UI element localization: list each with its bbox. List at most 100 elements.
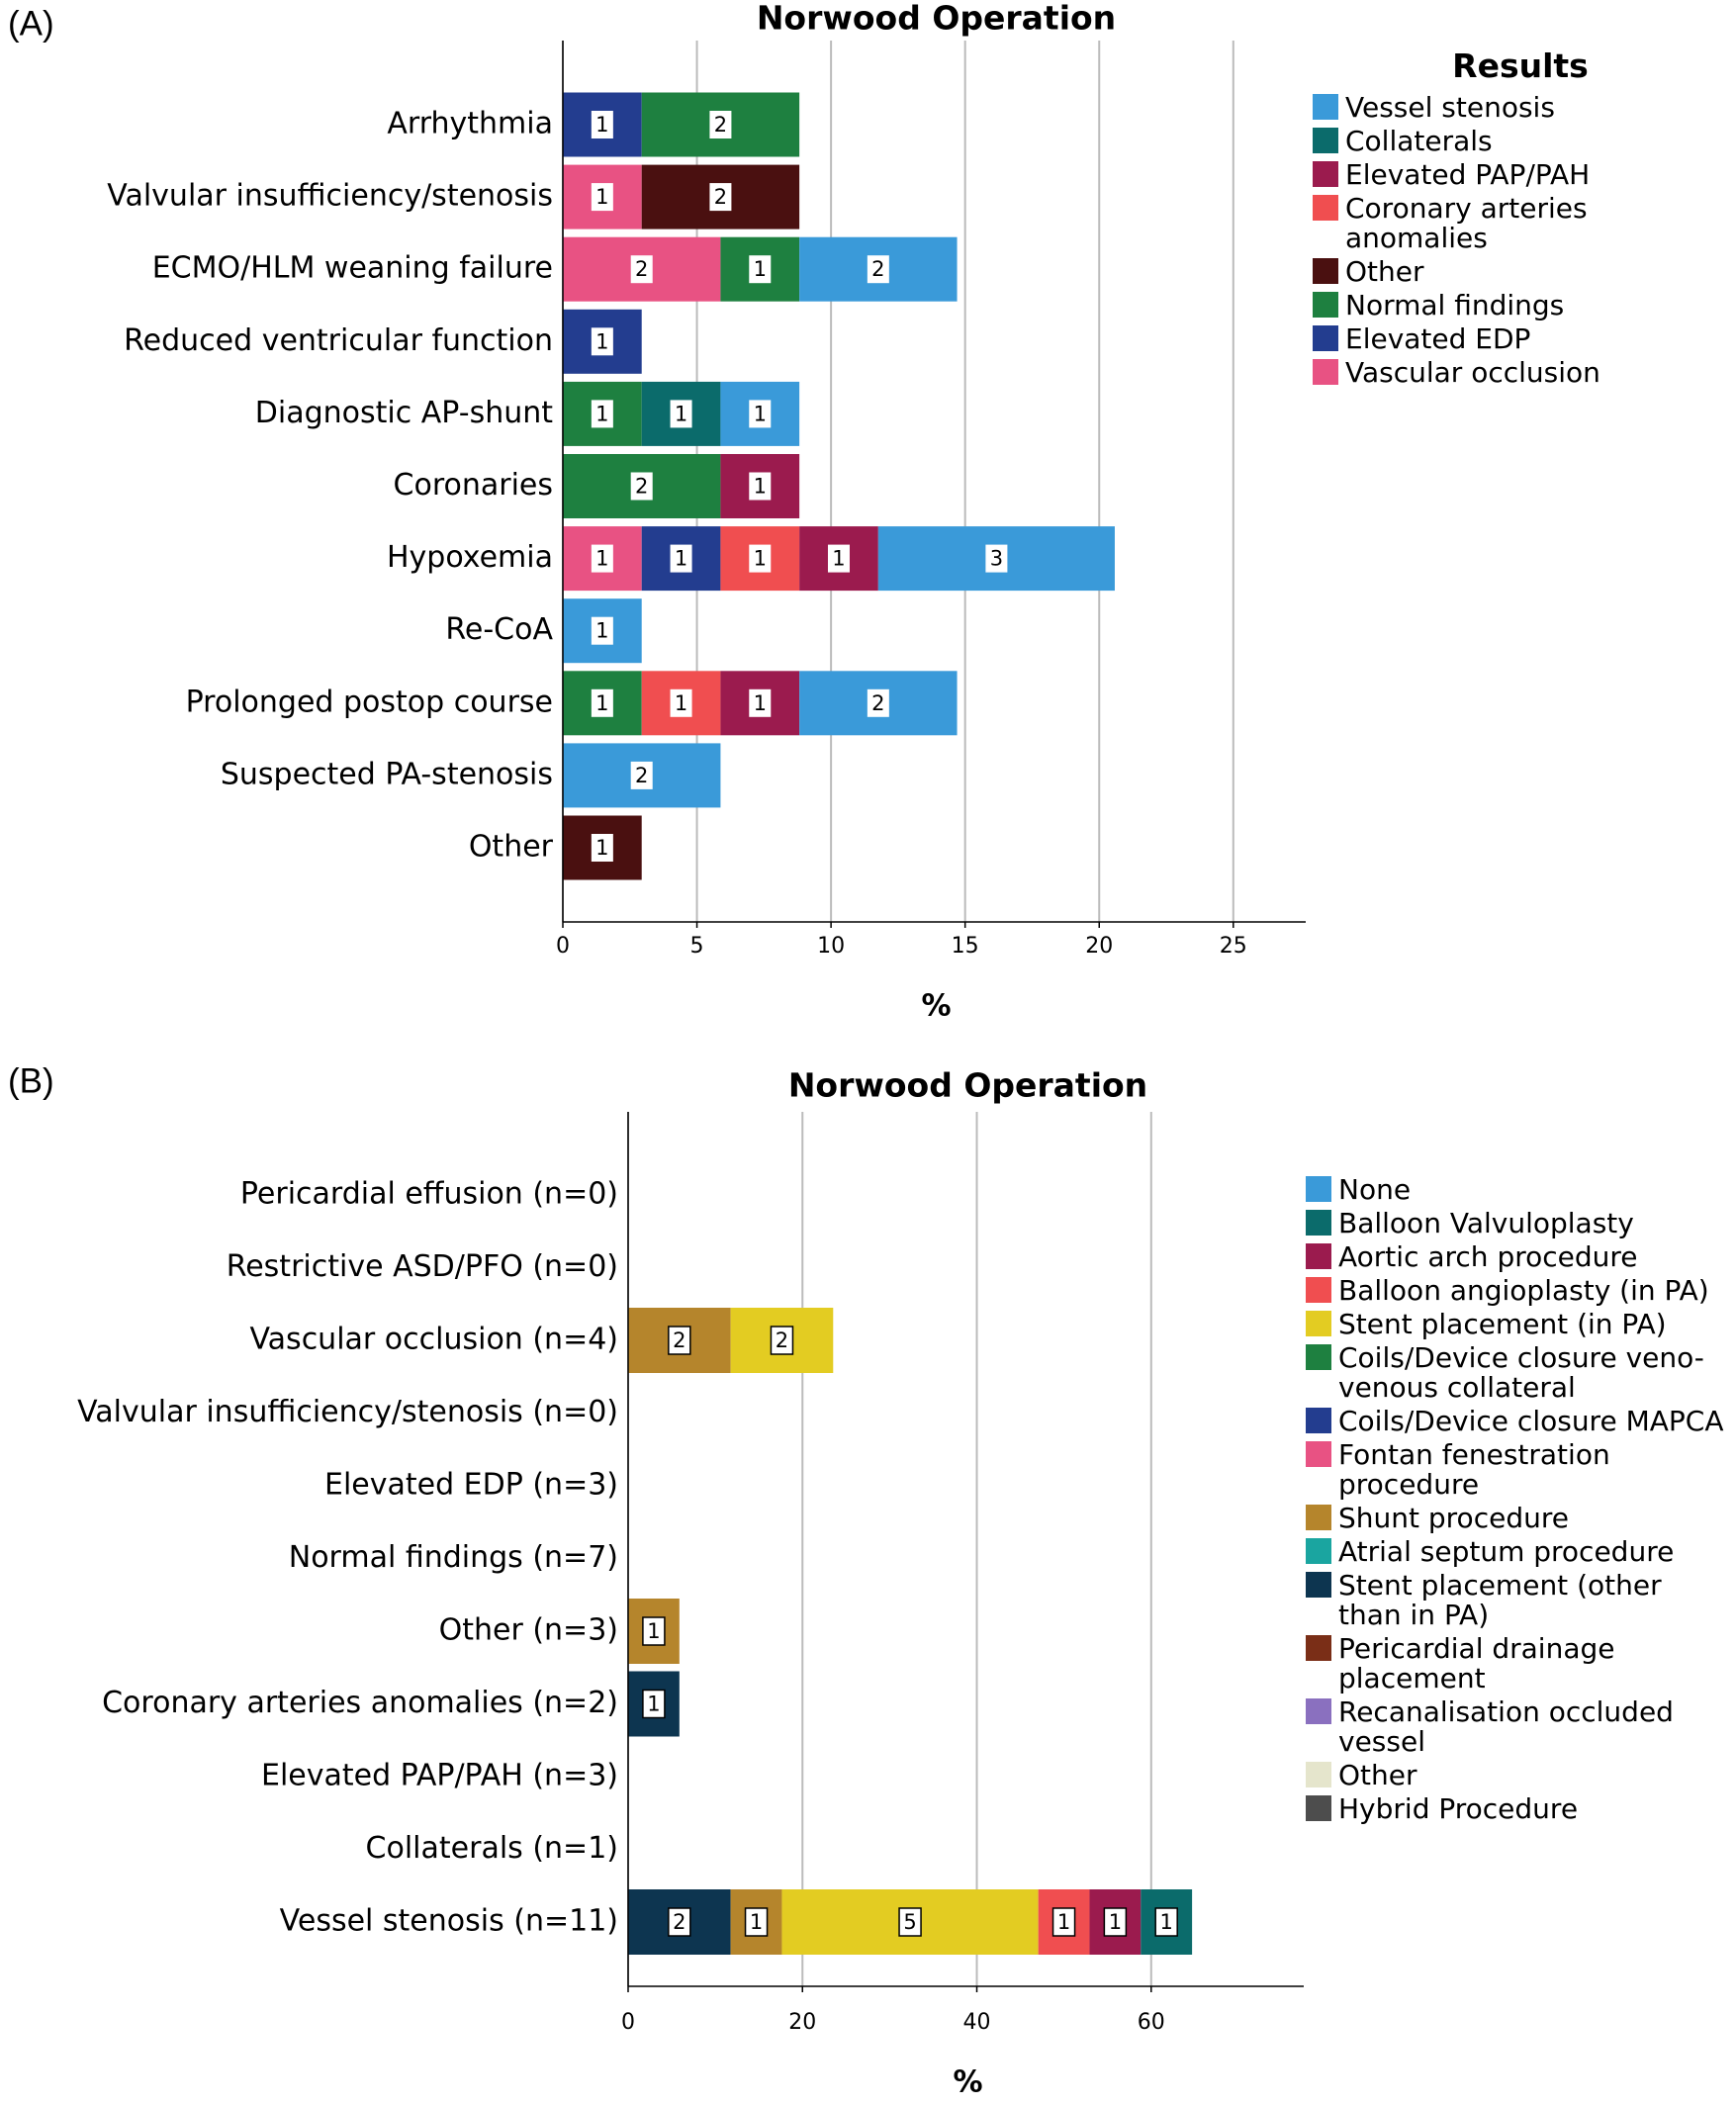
legend-label: Coronary arteries anomalies [1345,192,1588,254]
value-label: 1 [1109,1910,1122,1934]
legend-item: Atrial septum procedure [1306,1537,1731,1567]
category-label: Valvular insufficiency/stenosis [107,179,553,214]
legend-item: Coronary arteries anomalies [1313,194,1728,253]
legend-swatch [1313,161,1338,187]
value-label: 1 [754,402,767,425]
panel-label: (A) [8,4,54,43]
legend-swatch [1306,1176,1331,1202]
value-label: 1 [754,475,767,499]
legend-swatch [1306,1698,1331,1724]
value-label: 2 [871,257,884,281]
legend-label: Aortic arch procedure [1338,1240,1638,1273]
value-label: 2 [635,475,648,499]
value-label: 1 [754,257,767,281]
x-tick-label: 0 [556,934,570,959]
legend-label: Balloon Valvuloplasty [1338,1207,1634,1239]
value-label-box [591,688,613,717]
legend-item: Stent placement (other than in PA) [1306,1571,1731,1630]
legend-swatch [1306,1210,1331,1236]
value-label-box [668,1907,691,1937]
category-label: Coronary arteries anomalies (n=2) [102,1686,618,1720]
value-label: 1 [750,1910,763,1934]
legend-label: Balloon angioplasty (in PA) [1338,1274,1709,1307]
value-label-box [867,688,889,717]
legend-item: Aortic arch procedure [1306,1242,1731,1272]
legend-item: Vascular occlusion [1313,358,1728,388]
legend: None Balloon Valvuloplasty Aortic arch pro… [1306,1175,1731,1828]
value-label-box [630,255,653,284]
legend-title: Results [1452,46,1589,85]
legend-swatch [1306,1441,1331,1467]
legend-swatch [1306,1635,1331,1661]
category-label: Arrhythmia [387,107,553,141]
category-label: Restrictive ASD/PFO (n=0) [227,1249,618,1284]
legend-swatch [1313,359,1338,385]
value-label-box [749,544,772,573]
legend-label: Hybrid Procedure [1338,1792,1579,1825]
category-label: Vascular occlusion (n=4) [249,1323,618,1357]
legend-item: Coils/Device closure MAPCA [1306,1407,1731,1436]
category-label: Other [469,830,554,865]
value-label: 1 [595,113,608,137]
value-label: 3 [990,547,1003,571]
category-label: Normal findings (n=7) [289,1540,618,1575]
category-label: Prolonged postop course [186,685,553,719]
value-label: 1 [595,691,608,715]
value-label-box [898,1907,922,1937]
legend-swatch [1313,94,1338,120]
value-label-box [591,400,613,428]
legend-label: Fontan fenestration procedure [1338,1438,1610,1501]
value-label-box [749,472,772,501]
legend-label: Shunt procedure [1338,1502,1569,1534]
value-label-box [867,255,889,284]
value-label: 1 [595,402,608,425]
value-label-box [749,688,772,717]
chart-title: Norwood Operation [788,1066,1147,1105]
value-label: 1 [1057,1910,1070,1934]
panel-label: (B) [8,1061,54,1100]
value-label-box [827,544,850,573]
category-label: Hypoxemia [387,540,553,575]
legend-label: Stent placement (in PA) [1338,1308,1667,1340]
value-label: 2 [871,691,884,715]
legend-swatch [1306,1408,1331,1433]
category-label: Valvular insufficiency/stenosis (n=0) [77,1395,618,1429]
category-label: Suspected PA-stenosis [221,757,553,791]
legend: Results Vessel stenosis Collaterals Elevate… [1313,46,1728,392]
legend-swatch [1306,1795,1331,1821]
legend-label: Normal findings [1345,289,1565,321]
value-label: 2 [673,1328,685,1352]
value-label-box [749,400,772,428]
value-label: 1 [675,402,687,425]
legend-swatch [1313,325,1338,351]
value-label: 2 [714,113,727,137]
legend-swatch [1306,1243,1331,1269]
x-tick-label: 60 [1138,2010,1165,2035]
value-label-box [630,472,653,501]
value-label-box [591,834,613,862]
legend-label: None [1338,1173,1412,1206]
category-label: Vessel stenosis (n=11) [280,1904,618,1939]
legend-swatch [1306,1505,1331,1530]
category-label: ECMO/HLM weaning failure [152,251,553,286]
legend-item: Other [1313,257,1728,287]
legend-swatch [1306,1572,1331,1598]
legend-item: Balloon angioplasty (in PA) [1306,1276,1731,1306]
legend-item: Fontan fenestration procedure [1306,1440,1731,1500]
legend-item: Collaterals [1313,127,1728,156]
legend-label: Other [1345,255,1424,288]
value-label: 1 [647,1619,660,1643]
value-label: 1 [647,1693,660,1716]
legend-item: Shunt procedure [1306,1504,1731,1533]
value-label-box [1154,1907,1178,1937]
legend-item: Pericardial drainage placement [1306,1634,1731,1694]
category-label: Elevated EDP (n=3) [324,1468,618,1503]
category-label: Other (n=3) [439,1613,618,1648]
value-label-box [591,183,613,212]
legend-swatch [1306,1277,1331,1303]
legend-item: Elevated EDP [1313,324,1728,354]
value-label: 1 [1160,1910,1173,1934]
value-label-box [630,761,653,789]
